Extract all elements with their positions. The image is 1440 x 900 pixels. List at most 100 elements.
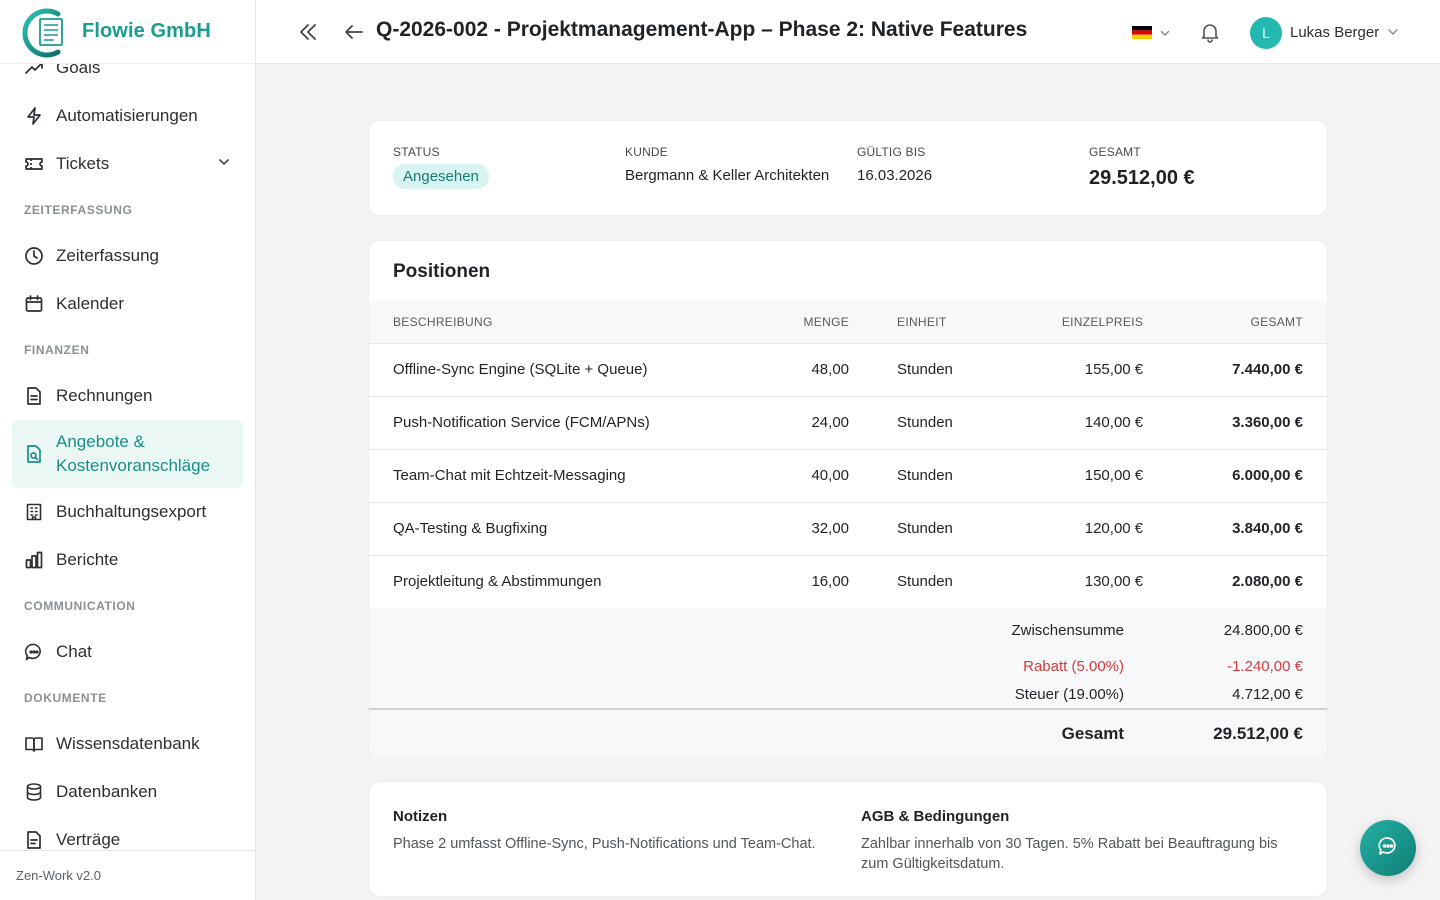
terms-text: Zahlbar innerhalb von 30 Tagen. 5% Rabat… xyxy=(861,836,1278,872)
subtotal-label: Zwischensumme xyxy=(1011,622,1124,639)
cell-unit: Stunden xyxy=(849,555,982,609)
user-menu-chevron-down-icon[interactable] xyxy=(1386,25,1400,44)
discount-label: Rabatt (5.00%) xyxy=(1023,658,1124,675)
table-header-row: BESCHREIBUNG MENGE EINHEIT EINZELPREIS G… xyxy=(369,301,1327,344)
customer-label: KUNDE xyxy=(625,145,669,159)
bolt-icon xyxy=(24,106,44,126)
user-name[interactable]: Lukas Berger xyxy=(1290,24,1380,41)
table-row: Projektleitung & Abstimmungen 16,00 Stun… xyxy=(369,555,1327,609)
sidebar-item-label: Angebote & Kostenvoranschläge xyxy=(56,430,210,478)
sidebar-item-label: Datenbanken xyxy=(56,782,158,801)
brand-name: Flowie GmbH xyxy=(82,20,211,42)
chat-icon xyxy=(24,642,44,662)
status-label: STATUS xyxy=(393,145,440,159)
quote-summary-card: STATUS Angesehen KUNDE Bergmann & Keller… xyxy=(368,120,1328,216)
discount-value: -1.240,00 € xyxy=(1227,658,1303,675)
column-header-quantity: MENGE xyxy=(767,301,850,344)
valid-until-value: 16.03.2026 xyxy=(857,167,933,184)
column-header-unit-price: EINZELPREIS xyxy=(981,301,1144,344)
sidebar-item-automatisierungen[interactable]: Automatisierungen xyxy=(12,92,243,140)
chevron-down-icon[interactable] xyxy=(217,154,231,174)
column-header-total: GESAMT xyxy=(1143,301,1327,344)
sidebar-item-label: Tickets xyxy=(56,154,110,173)
positions-title: Positionen xyxy=(393,261,491,282)
back-arrow-icon[interactable] xyxy=(342,20,366,44)
bar-chart-icon xyxy=(24,550,44,570)
section-label-zeiterfassung: ZEITERFASSUNG xyxy=(24,203,133,217)
total-label: GESAMT xyxy=(1089,145,1141,159)
document-icon xyxy=(24,386,44,406)
cell-unit-price: 140,00 € xyxy=(981,396,1144,450)
positions-table: BESCHREIBUNG MENGE EINHEIT EINZELPREIS G… xyxy=(369,301,1327,609)
ticket-icon xyxy=(24,154,44,174)
building-icon xyxy=(24,502,44,522)
quote-document-icon xyxy=(24,444,44,464)
cell-total: 3.840,00 € xyxy=(1143,502,1327,556)
version-label: Zen-Work v2.0 xyxy=(0,850,255,900)
notes-title: Notizen xyxy=(393,808,448,825)
sidebar-item-angebote[interactable]: Angebote & Kostenvoranschläge xyxy=(12,420,243,488)
customer-value: Bergmann & Keller Architekten xyxy=(625,167,830,184)
total-column: GESAMT 29.512,00 € xyxy=(1089,145,1195,190)
language-chevron-down-icon[interactable] xyxy=(1159,26,1171,44)
total-value: 29.512,00 € xyxy=(1089,167,1195,189)
totals-section: Zwischensumme 24.800,00 € Rabatt (5.00%)… xyxy=(369,608,1327,758)
table-row: QA-Testing & Bugfixing 32,00 Stunden 120… xyxy=(369,502,1327,556)
sidebar-item-tickets[interactable]: Tickets xyxy=(12,140,243,188)
cell-description: QA-Testing & Bugfixing xyxy=(369,502,768,556)
sidebar-item-label: Buchhaltungsexport xyxy=(56,502,207,521)
sidebar-item-buchhaltungsexport[interactable]: Buchhaltungsexport xyxy=(12,488,243,536)
sidebar-item-kalender[interactable]: Kalender xyxy=(12,280,243,328)
sidebar-item-label: Wissensdatenbank xyxy=(56,734,200,753)
sidebar-item-wissensdatenbank[interactable]: Wissensdatenbank xyxy=(12,720,243,768)
cell-unit-price: 120,00 € xyxy=(981,502,1144,556)
sidebar-item-datenbanken[interactable]: Datenbanken xyxy=(12,768,243,816)
totals-divider xyxy=(369,708,1327,710)
column-header-description: BESCHREIBUNG xyxy=(369,301,768,344)
cell-total: 6.000,00 € xyxy=(1143,449,1327,503)
subtotal-value: 24.800,00 € xyxy=(1223,622,1303,639)
sidebar-item-rechnungen[interactable]: Rechnungen xyxy=(12,372,243,420)
notification-bell-icon[interactable] xyxy=(1199,21,1221,48)
cell-unit-price: 150,00 € xyxy=(981,449,1144,503)
cell-total: 3.360,00 € xyxy=(1143,396,1327,450)
page-title: Q-2026-002 - Projektmanagement-App – Pha… xyxy=(376,18,1028,41)
german-flag-icon[interactable] xyxy=(1132,26,1152,39)
brand-header[interactable]: Flowie GmbH xyxy=(0,0,255,64)
chat-bubble-icon xyxy=(1377,835,1399,862)
cell-total: 7.440,00 € xyxy=(1143,343,1327,397)
sidebar-item-berichte[interactable]: Berichte xyxy=(12,536,243,584)
calendar-icon xyxy=(24,294,44,314)
status-badge: Angesehen xyxy=(393,164,489,189)
cell-unit: Stunden xyxy=(849,449,982,503)
notes-card: Notizen Phase 2 umfasst Offline-Sync, Pu… xyxy=(368,781,1328,897)
contract-icon xyxy=(24,830,44,850)
brand-logo-icon xyxy=(22,8,63,57)
sidebar-item-label: Automatisierungen xyxy=(56,106,198,125)
positions-card: Positionen BESCHREIBUNG MENGE EINHEIT EI… xyxy=(368,240,1328,758)
cell-unit-price: 130,00 € xyxy=(981,555,1144,609)
grand-total-label: Gesamt xyxy=(1061,724,1124,743)
sidebar-item-chat[interactable]: Chat xyxy=(12,628,243,676)
cell-quantity: 40,00 xyxy=(767,449,850,503)
notes-text: Phase 2 umfasst Offline-Sync, Push-Notif… xyxy=(393,836,816,852)
sidebar: Goals Automatisierungen Tickets ZEITERFA… xyxy=(0,0,256,900)
sidebar-item-vertraege[interactable]: Verträge xyxy=(12,816,243,850)
grand-total-value: 29.512,00 € xyxy=(1213,724,1303,743)
table-row: Offline-Sync Engine (SQLite + Queue) 48,… xyxy=(369,343,1327,397)
sidebar-nav: Goals Automatisierungen Tickets ZEITERFA… xyxy=(0,44,255,850)
cell-description: Push-Notification Service (FCM/APNs) xyxy=(369,396,768,450)
sidebar-item-label: Zeiterfassung xyxy=(56,246,159,265)
status-column: STATUS Angesehen xyxy=(393,145,489,189)
collapse-sidebar-icon[interactable] xyxy=(296,20,320,44)
section-label-finanzen: FINANZEN xyxy=(24,343,90,357)
chat-fab-button[interactable] xyxy=(1360,820,1416,876)
sidebar-item-zeiterfassung[interactable]: Zeiterfassung xyxy=(12,232,243,280)
terms-title: AGB & Bedingungen xyxy=(861,808,1010,825)
sidebar-item-label: Kalender xyxy=(56,294,125,313)
column-header-unit: EINHEIT xyxy=(849,301,982,344)
cell-description: Offline-Sync Engine (SQLite + Queue) xyxy=(369,343,768,397)
avatar[interactable]: L xyxy=(1250,17,1282,49)
cell-unit: Stunden xyxy=(849,343,982,397)
sidebar-item-label: Verträge xyxy=(56,830,121,849)
